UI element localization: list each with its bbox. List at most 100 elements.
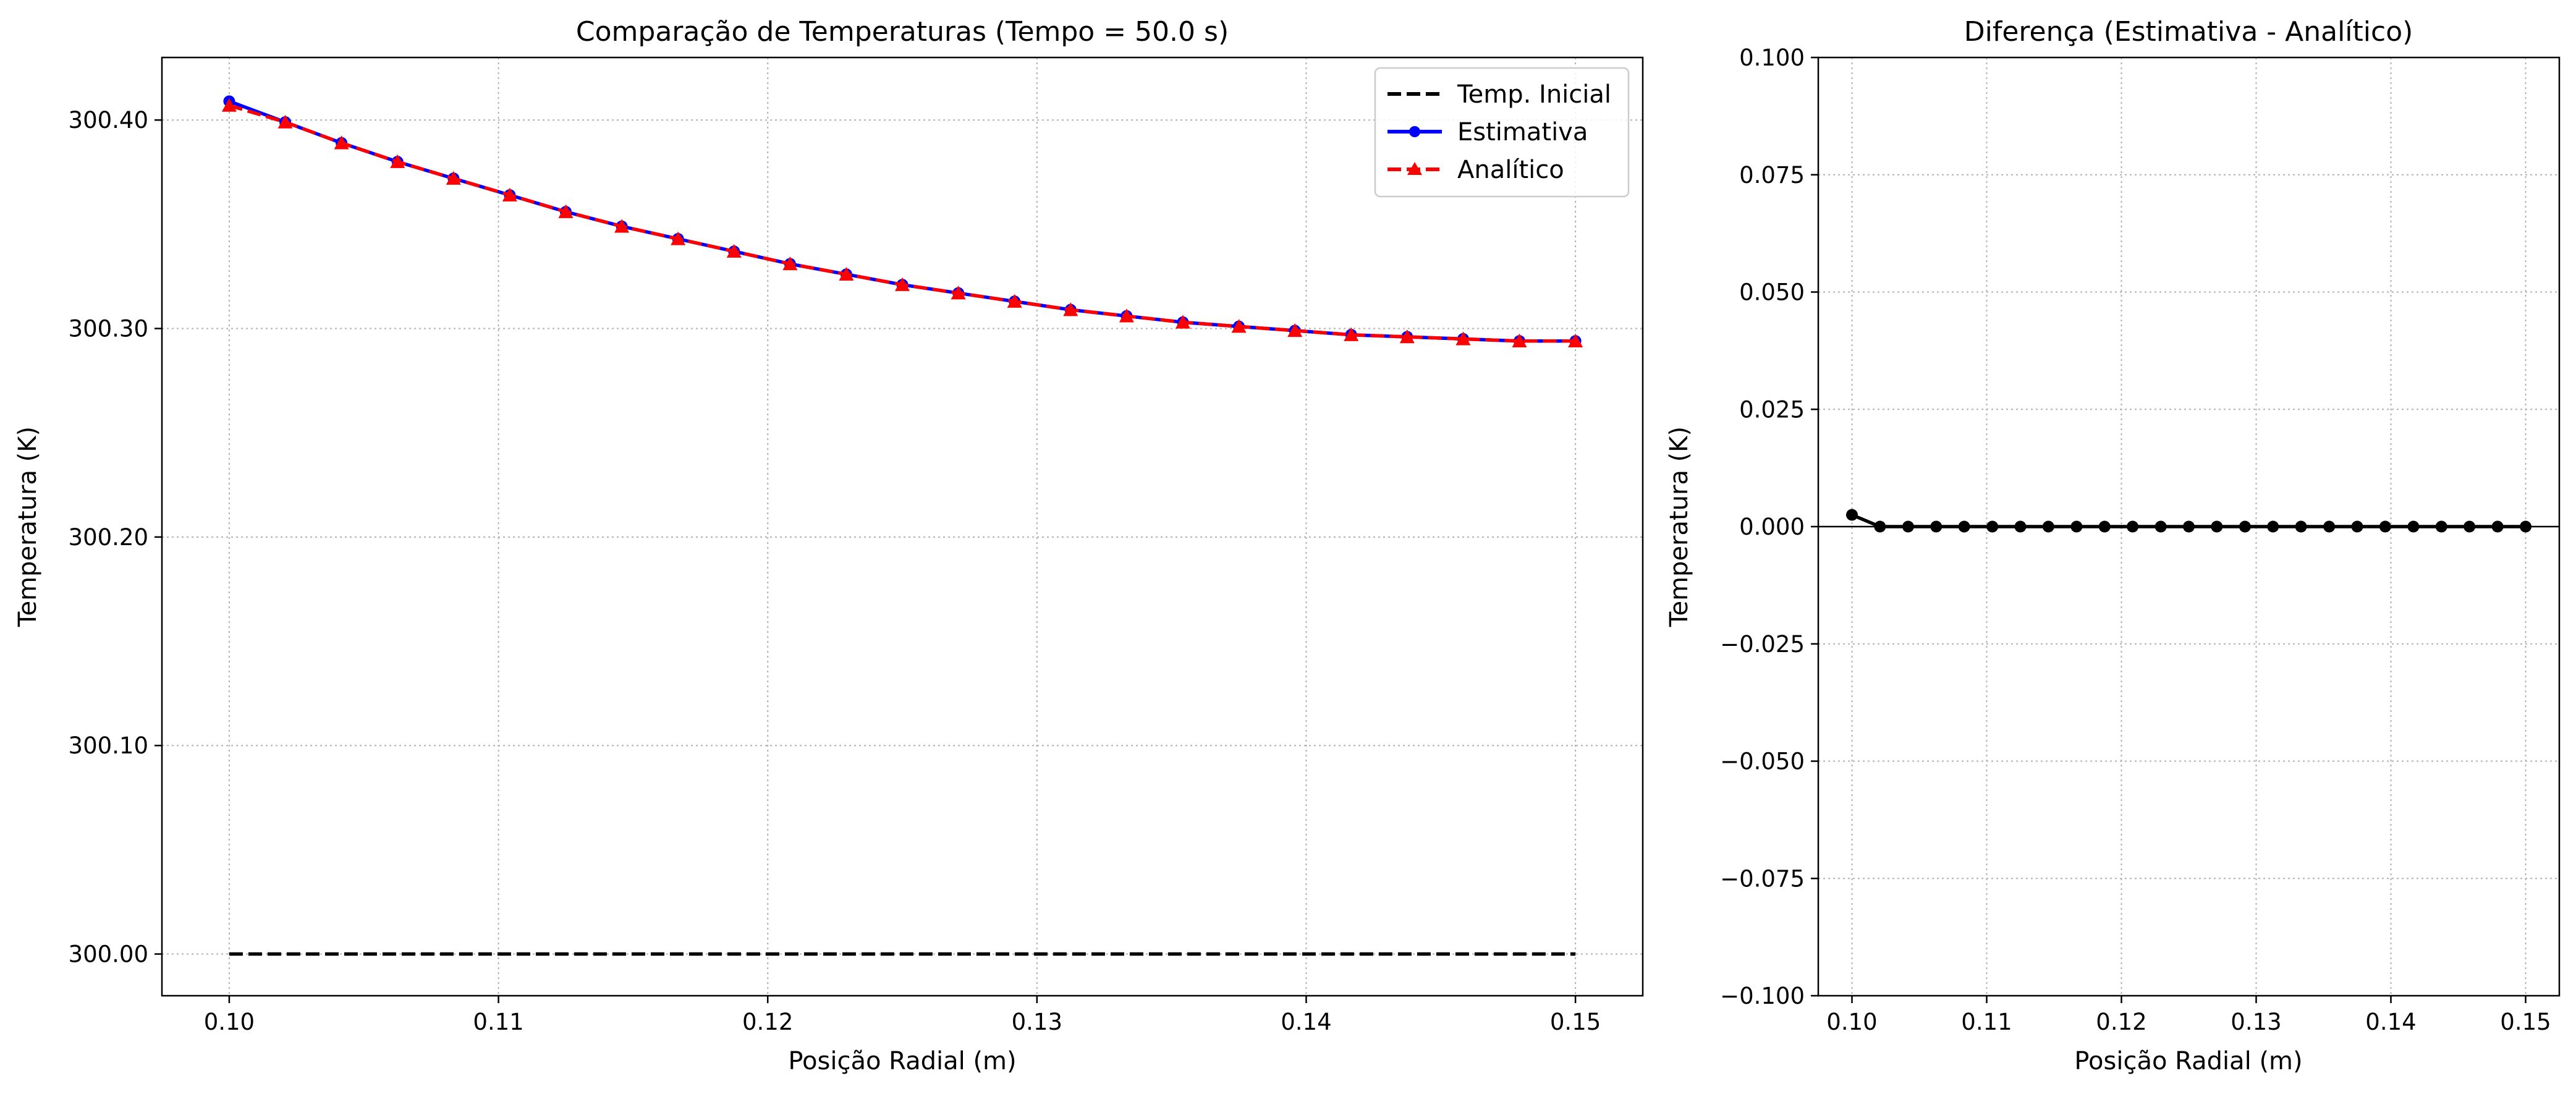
legend-label-estimate: Estimativa	[1457, 118, 1588, 146]
legend: Temp. Inicial Estimativa Analítico	[1374, 67, 1630, 198]
x-tick-label: 0.11	[473, 1009, 523, 1035]
data-point	[2239, 520, 2251, 533]
data-point	[2491, 520, 2504, 533]
data-point	[278, 114, 293, 129]
chart-title: Diferença (Estimativa - Analítico)	[1964, 16, 2413, 48]
data-point	[1175, 315, 1190, 329]
y-axis-label: Temperatura (K)	[14, 426, 42, 627]
x-tick-label: 0.11	[1961, 1009, 2012, 1035]
data-point	[1399, 329, 1415, 344]
legend-label-initial: Temp. Inicial	[1457, 80, 1611, 109]
data-point	[2323, 520, 2336, 533]
chart-title: Comparação de Temperaturas (Tempo = 50.0…	[576, 16, 1229, 48]
y-tick-label: 300.10	[69, 732, 148, 759]
grid	[162, 57, 1643, 996]
y-tick-label: 300.20	[69, 524, 148, 551]
data-point	[2407, 520, 2420, 533]
data-point	[1846, 509, 1858, 521]
data-point	[446, 171, 461, 185]
data-point	[1902, 520, 1914, 533]
data-point	[1986, 520, 1999, 533]
y-axis-label: Temperatura (K)	[1665, 426, 1693, 627]
x-axis-label: Posição Radial (m)	[2074, 1047, 2302, 1075]
data-point	[1958, 520, 1970, 533]
data-point	[2295, 520, 2307, 533]
y-tick-label: 300.40	[69, 107, 148, 134]
data-point	[2098, 520, 2111, 533]
data-point	[671, 231, 686, 245]
legend-marker-analytic	[1407, 162, 1422, 175]
data-point	[2435, 520, 2447, 533]
x-tick-label: 0.12	[2096, 1009, 2146, 1035]
data-point	[839, 266, 854, 281]
data-point	[2211, 520, 2223, 533]
data-point	[2042, 520, 2054, 533]
legend-marker-estimate	[1409, 126, 1420, 137]
y-tick-label: 0.100	[1739, 45, 1805, 71]
data-point	[2520, 520, 2532, 533]
data-point	[1231, 319, 1247, 333]
y-tick-label: 0.075	[1739, 162, 1805, 189]
legend-entry-estimate: Estimativa	[1388, 118, 1588, 146]
y-tick-label: −0.100	[1720, 983, 1805, 1009]
data-point	[1455, 331, 1471, 346]
data-point	[390, 154, 405, 168]
difference-chart: Diferença (Estimativa - Analítico) 0.10 0…	[1665, 16, 2561, 1075]
y-tick-label: 0.000	[1739, 514, 1805, 540]
data-point	[1512, 333, 1527, 347]
data-point	[782, 256, 798, 271]
x-tick-label: 0.13	[1012, 1009, 1062, 1035]
data-point	[1874, 520, 1886, 533]
data-point	[1063, 302, 1078, 316]
data-point	[2070, 520, 2083, 533]
legend-label-analytic: Analítico	[1457, 156, 1564, 184]
data-point	[614, 219, 630, 233]
data-point	[726, 244, 742, 258]
data-point	[221, 98, 237, 112]
x-tick-label: 0.15	[1550, 1009, 1601, 1035]
y-tick-label: −0.075	[1720, 865, 1805, 892]
y-tick-label: 0.025	[1739, 396, 1805, 423]
plot-frame	[161, 56, 1644, 997]
data-point	[2351, 520, 2363, 533]
data-point	[1007, 294, 1022, 308]
data-point	[2464, 520, 2476, 533]
data-point	[1930, 520, 1943, 533]
data-point	[1344, 327, 1359, 341]
y-tick-label: −0.025	[1720, 631, 1805, 658]
data-point	[2267, 520, 2279, 533]
series-layer	[221, 95, 1583, 956]
y-tick-label: 300.30	[69, 316, 148, 342]
data-point	[2127, 520, 2139, 533]
data-point	[2014, 520, 2027, 533]
x-tick-label: 0.10	[204, 1009, 255, 1035]
y-tick-label: −0.050	[1720, 748, 1805, 775]
data-point	[1568, 333, 1583, 347]
data-point	[895, 277, 910, 291]
x-tick-label: 0.14	[1281, 1009, 1331, 1035]
data-point	[334, 135, 349, 150]
legend-box	[1374, 67, 1630, 198]
data-point	[2183, 520, 2195, 533]
data-point	[951, 286, 966, 300]
axis-ticks: 0.10 0.11 0.12 0.13 0.14 0.15 300.00 300.10 300.…	[69, 107, 1601, 1035]
y-tick-label: 0.050	[1739, 279, 1805, 306]
x-tick-label: 0.15	[2500, 1009, 2551, 1035]
data-point	[2379, 520, 2391, 533]
x-tick-label: 0.14	[2365, 1009, 2416, 1035]
legend-entry-initial: Temp. Inicial	[1388, 80, 1611, 109]
y-tick-label: 300.00	[69, 941, 148, 968]
x-tick-label: 0.10	[1826, 1009, 1877, 1035]
data-point	[558, 204, 574, 218]
x-axis-label: Posição Radial (m)	[788, 1047, 1016, 1075]
series-layer	[1846, 509, 2532, 533]
data-point	[2154, 520, 2167, 533]
legend-entry-analytic: Analítico	[1388, 156, 1564, 184]
x-tick-label: 0.13	[2231, 1009, 2281, 1035]
axis-ticks: 0.10 0.11 0.12 0.13 0.14 0.15 −0.100 −0.075 −0.0…	[1720, 45, 2551, 1035]
data-point	[502, 187, 517, 201]
data-point	[1119, 308, 1134, 323]
data-point	[1287, 323, 1303, 337]
